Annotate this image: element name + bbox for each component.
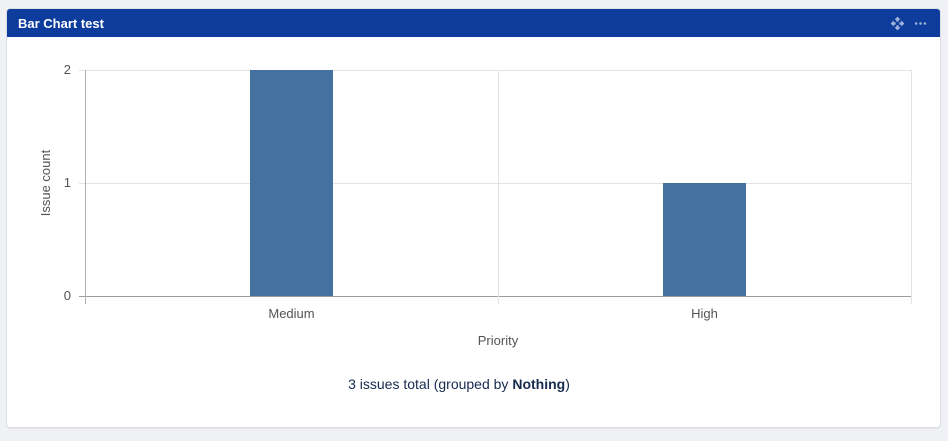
x-axis-title: Priority xyxy=(477,333,519,348)
y-tick-label-0: 0 xyxy=(63,288,71,303)
gridline-x1 xyxy=(498,70,499,304)
plot-right-border xyxy=(911,70,912,304)
y-tick-label-2: 2 xyxy=(63,62,71,77)
y-axis-line xyxy=(85,70,86,304)
more-options-icon[interactable] xyxy=(912,15,928,31)
gridline-y1 xyxy=(79,183,911,184)
x-tick-label-high: High xyxy=(691,306,718,321)
move-icon[interactable] xyxy=(889,15,905,31)
summary-suffix: ) xyxy=(565,376,570,392)
gridline-y2 xyxy=(79,70,911,71)
gadget-title: Bar Chart test xyxy=(18,15,104,31)
summary-group-by: Nothing xyxy=(512,376,566,392)
gadget-header: Bar Chart test xyxy=(7,9,940,37)
bar-medium[interactable] xyxy=(250,70,333,296)
y-axis-title: Issue count xyxy=(38,149,53,217)
y-tick-label-1: 1 xyxy=(63,175,71,190)
x-axis-line xyxy=(79,296,911,297)
bar-high[interactable] xyxy=(663,183,746,296)
bar-chart-gadget: Bar Chart test 0 1 2 Medium High Priority Issu… xyxy=(6,8,941,428)
gadget-header-actions xyxy=(889,15,928,31)
gadget-body: 0 1 2 Medium High Priority Issue count 3 issue… xyxy=(7,37,940,427)
x-tick-label-medium: Medium xyxy=(268,306,315,321)
summary-prefix: 3 issues total (grouped by xyxy=(348,376,513,392)
issues-summary: 3 issues total (grouped by Nothing) xyxy=(7,375,911,393)
